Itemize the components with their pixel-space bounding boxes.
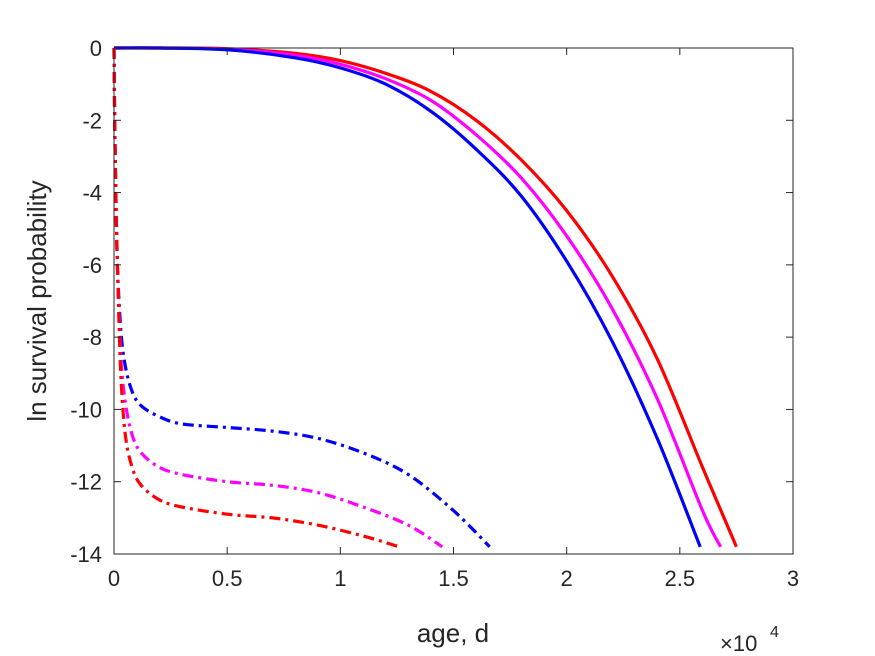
series-line-5 [112, 47, 444, 549]
x-tick-label: 1.5 [438, 566, 469, 591]
ticks-layer: 0 0.5 1 1.5 2 2.5 3 0 -2 -4 -6 -8 -10 -12 -14 [70, 36, 799, 591]
x-tick-label: 0.5 [212, 566, 243, 591]
x-tick-label: 2 [561, 566, 573, 591]
x-tick-label: 0 [108, 566, 120, 591]
y-tick-label: -10 [70, 397, 102, 422]
x-tick-label: 3 [787, 566, 799, 591]
series-line-6 [112, 47, 400, 549]
y-axis-label: ln survival probability [22, 180, 52, 421]
x-tick-label: 1 [334, 566, 346, 591]
y-tick-label: -6 [82, 253, 102, 278]
y-tick-label: -2 [82, 108, 102, 133]
y-tick-label: -8 [82, 325, 102, 350]
y-tick-label: -14 [70, 542, 102, 567]
y-tick-label: 0 [90, 36, 102, 61]
x-axis-label: age, d [417, 618, 489, 648]
y-tick-label: -4 [82, 181, 102, 206]
x-multiplier-exponent: 4 [770, 624, 779, 641]
y-tick-label: -12 [70, 470, 102, 495]
x-multiplier-label: ×10 [720, 631, 757, 656]
plot-background [114, 48, 793, 554]
x-tick-label: 2.5 [665, 566, 696, 591]
series-line-4 [112, 47, 491, 548]
